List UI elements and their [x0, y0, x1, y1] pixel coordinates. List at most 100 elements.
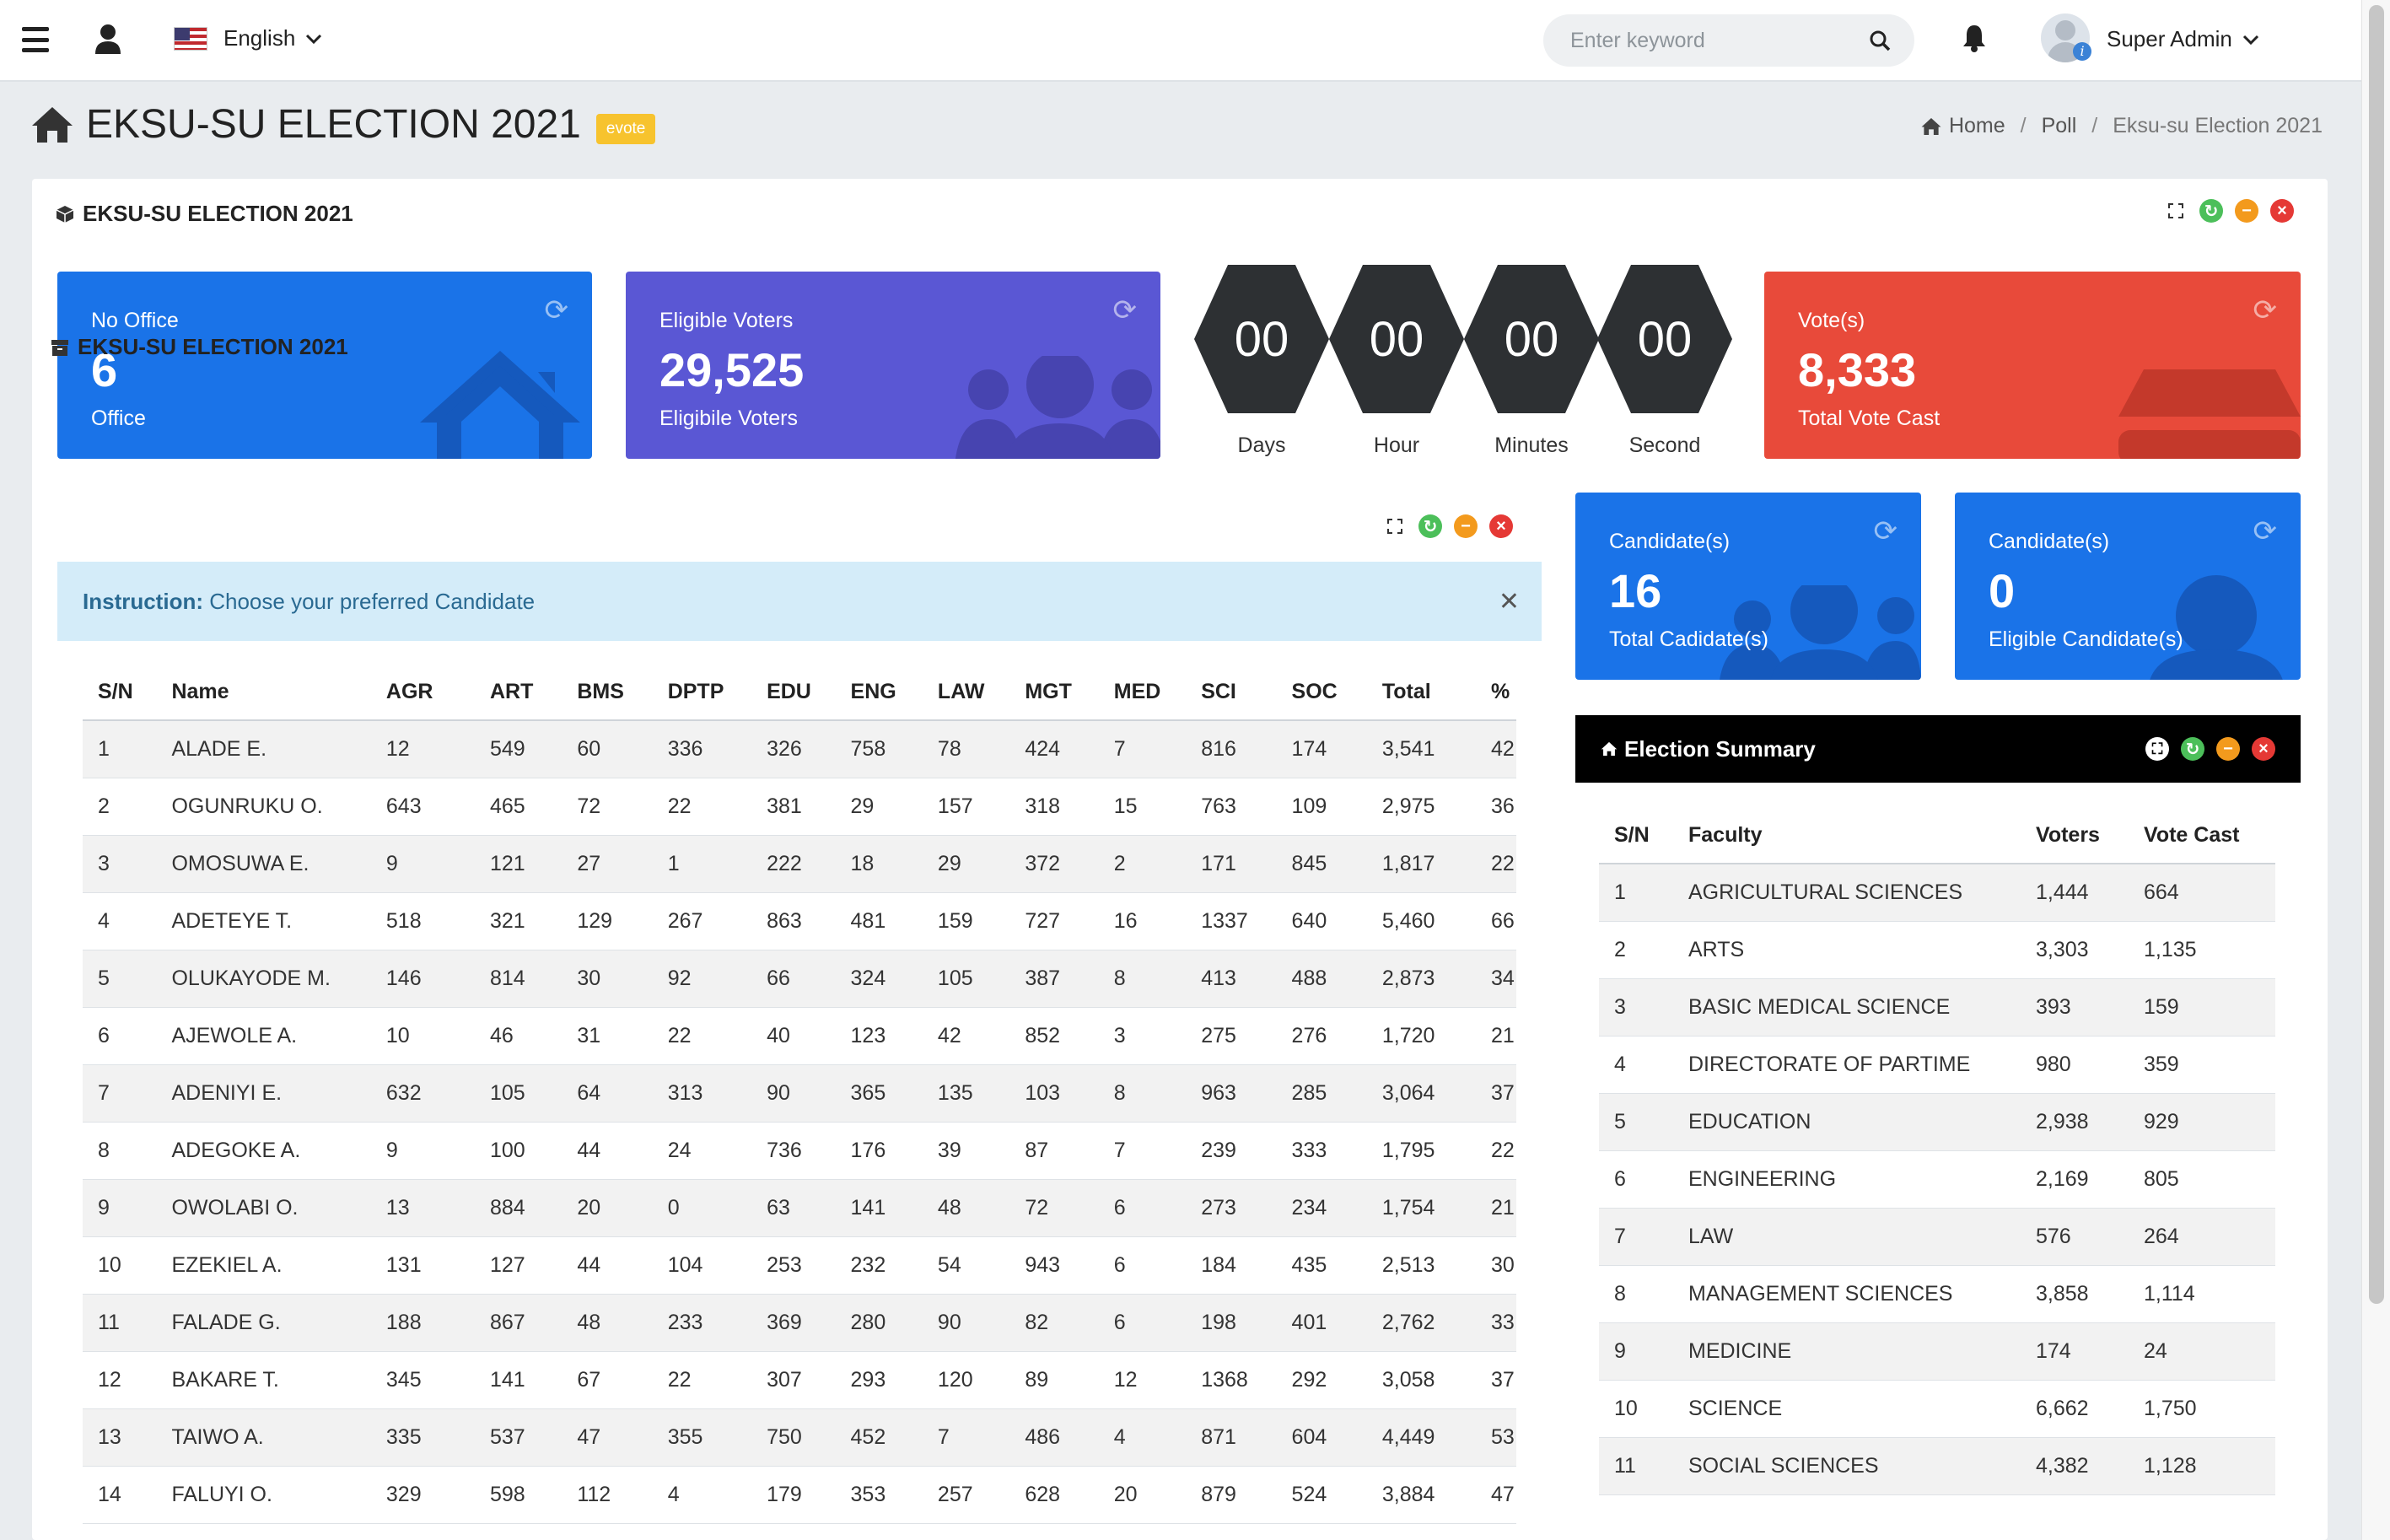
table-cell: 123	[835, 1007, 923, 1065]
notification-bell-icon[interactable]	[1962, 24, 1987, 52]
candidates-total-value: 16	[1609, 564, 1662, 617]
minimize-icon[interactable]: −	[2216, 737, 2240, 761]
table-cell: 307	[751, 1351, 836, 1409]
table-cell: 44	[562, 1122, 653, 1180]
table-cell: 372	[1009, 835, 1099, 893]
table-cell: 980	[2021, 1036, 2129, 1094]
table-cell: 232	[835, 1236, 923, 1295]
table-cell: 871	[1186, 1408, 1277, 1467]
table-cell: 359	[2129, 1036, 2275, 1094]
menu-toggle-icon[interactable]	[22, 27, 49, 52]
table-cell: 21	[1475, 1007, 1516, 1065]
refresh-icon[interactable]: ⟳	[1873, 515, 1898, 547]
table-cell: 576	[2021, 1208, 2129, 1266]
minimize-icon[interactable]: −	[1454, 514, 1478, 538]
reload-icon[interactable]: ↻	[1418, 514, 1442, 538]
close-icon[interactable]: ×	[2270, 199, 2294, 223]
search-input[interactable]: Enter keyword	[1570, 28, 1705, 52]
search-icon[interactable]	[1869, 30, 1891, 51]
table-cell: 486	[1009, 1408, 1099, 1467]
expand-icon[interactable]: ⛶	[2145, 737, 2169, 761]
table-cell: 18	[835, 835, 923, 893]
scrollbar-thumb[interactable]	[2369, 5, 2384, 1304]
table-cell: 6,662	[2021, 1380, 2129, 1438]
table-row: 2 ARTS 3,303 1,135	[1599, 921, 2275, 979]
table-cell: 159	[2129, 978, 2275, 1037]
table-cell: 884	[474, 1179, 563, 1237]
table-cell: 22	[652, 1351, 752, 1409]
house-icon	[420, 351, 580, 459]
scrollbar[interactable]	[2361, 0, 2390, 1540]
refresh-icon[interactable]: ⟳	[2253, 515, 2278, 547]
table-cell: 27	[562, 835, 653, 893]
table-cell: 537	[474, 1408, 563, 1467]
table-cell: 46	[474, 1007, 563, 1065]
voters-sub: Eligibile Voters	[659, 407, 798, 430]
table-cell: 1,114	[2129, 1265, 2275, 1323]
column-header: %	[1475, 665, 1516, 721]
search-box[interactable]: Enter keyword	[1543, 14, 1914, 67]
table-cell: 6	[1599, 1150, 1673, 1209]
minimize-icon[interactable]: −	[2235, 199, 2258, 223]
breadcrumb-current: Eksu-su Election 2021	[2113, 114, 2323, 137]
page-title: EKSU-SU ELECTION 2021 evote	[30, 101, 656, 148]
table-cell: 3,058	[1366, 1351, 1476, 1409]
votes-sub: Total Vote Cast	[1798, 407, 1941, 430]
breadcrumb-home[interactable]: Home	[1948, 114, 2005, 137]
table-cell: 6	[1098, 1179, 1187, 1237]
table-cell: 1,754	[1366, 1179, 1476, 1237]
table-cell: 814	[474, 950, 563, 1008]
user-profile-icon[interactable]	[94, 24, 121, 54]
table-cell: 2	[1599, 921, 1673, 979]
table-cell: MEDICINE	[1673, 1322, 2021, 1381]
table-cell: 963	[1186, 1064, 1277, 1123]
table-cell: 387	[1009, 950, 1099, 1008]
table-cell: 9	[1599, 1322, 1673, 1381]
table-cell: ADETEYE T.	[156, 892, 371, 950]
close-icon[interactable]: ×	[2252, 737, 2275, 761]
expand-icon[interactable]	[2164, 199, 2188, 223]
table-cell: 89	[1009, 1351, 1099, 1409]
table-cell: 63	[751, 1179, 836, 1237]
breadcrumb: Home / Poll / Eksu-su Election 2021	[1920, 114, 2323, 138]
user-menu[interactable]: Super Admin	[2107, 26, 2259, 52]
voters-value: 29,525	[659, 343, 805, 396]
expand-icon[interactable]	[1383, 514, 1407, 538]
table-row: 10 EZEKIEL A. 131 127 44 104 253 232 54 943 6 184 43…	[83, 1236, 1516, 1295]
table-cell: FALUYI O.	[156, 1466, 371, 1524]
table-cell: 628	[1009, 1466, 1099, 1524]
refresh-icon[interactable]: ⟳	[1112, 294, 1138, 326]
table-cell: SCIENCE	[1673, 1380, 2021, 1438]
table-cell: 7	[1599, 1208, 1673, 1266]
table-cell: 8	[1098, 1064, 1187, 1123]
refresh-icon[interactable]: ⟳	[544, 294, 569, 326]
table-row: 12 BAKARE T. 345 141 67 22 307 293 120 89 12 1368 29…	[83, 1351, 1516, 1409]
countdown-seconds-label: Second	[1628, 433, 1701, 457]
table-row: 14 FALUYI O. 329 598 112 4 179 353 257 628 20 879 52…	[83, 1466, 1516, 1524]
table-row: 1 AGRICULTURAL SCIENCES 1,444 664	[1599, 864, 2275, 922]
table-cell: 48	[922, 1179, 1010, 1237]
page-title-text: EKSU-SU ELECTION 2021	[86, 102, 581, 147]
table-cell: 736	[751, 1122, 836, 1180]
us-flag-icon[interactable]	[174, 27, 207, 51]
table-cell: 758	[835, 720, 923, 778]
table-cell: 9	[83, 1179, 157, 1237]
table-cell: 353	[835, 1466, 923, 1524]
breadcrumb-poll[interactable]: Poll	[2041, 114, 2077, 137]
results-controls: ↻ − ×	[1383, 514, 1513, 538]
avatar[interactable]	[2041, 13, 2090, 62]
table-cell: 805	[2129, 1150, 2275, 1209]
refresh-icon[interactable]: ⟳	[2253, 294, 2278, 326]
table-cell: 763	[1186, 778, 1277, 836]
reload-icon[interactable]: ↻	[2199, 199, 2223, 223]
table-cell: 37	[1475, 1064, 1516, 1123]
language-selector[interactable]: English	[223, 25, 322, 51]
close-icon[interactable]: ×	[1489, 514, 1513, 538]
instruction-alert: Instruction: Choose your preferred Candi…	[57, 562, 1542, 641]
table-cell: 10	[370, 1007, 475, 1065]
close-icon[interactable]: ✕	[1498, 587, 1520, 616]
reload-icon[interactable]: ↻	[2181, 737, 2204, 761]
apps-grid-icon[interactable]	[2306, 27, 2333, 52]
table-cell: BASIC MEDICAL SCIENCE	[1673, 978, 2021, 1037]
table-cell: 598	[474, 1466, 563, 1524]
